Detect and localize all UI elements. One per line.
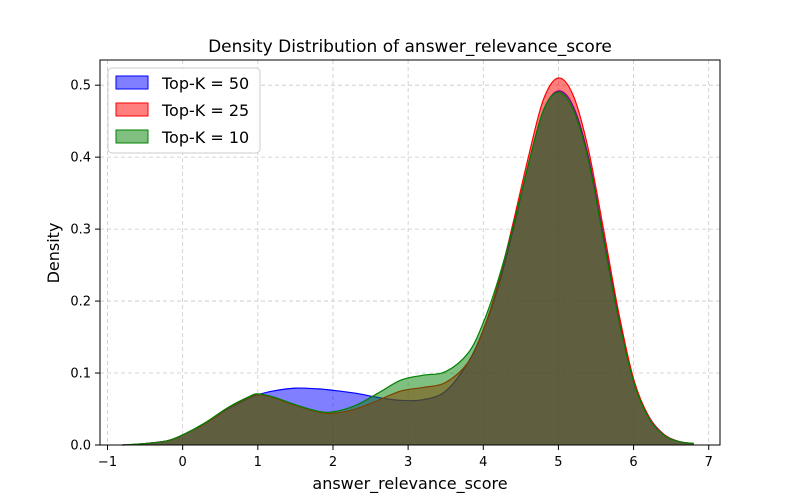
x-tick-label: −1: [98, 455, 117, 470]
plot-frame: [99, 59, 721, 446]
x-tick-label: 4: [479, 455, 487, 470]
x-tick-label: 3: [404, 455, 412, 470]
legend-swatch-2: [115, 102, 149, 117]
series-areas: [122, 77, 694, 446]
x-axis-title: answer_relevance_score: [312, 474, 507, 494]
x-axis: −1 0 1 2 3 4 5 6 7: [98, 445, 713, 470]
y-axis-title: Density: [44, 223, 63, 284]
y-tick-label: 0.3: [70, 223, 91, 238]
x-tick-label: 1: [254, 455, 262, 470]
legend-label-1: Top-K = 50: [161, 74, 249, 93]
y-axis: 0.0 0.1 0.2 0.3 0.4 0.5: [70, 79, 100, 454]
legend-swatch-1: [115, 75, 149, 90]
legend-label-3: Top-K = 10: [161, 128, 249, 147]
x-tick-label: 7: [705, 455, 713, 470]
x-tick-label: 5: [554, 455, 562, 470]
y-tick-label: 0.4: [70, 151, 91, 166]
x-tick-label: 2: [329, 455, 337, 470]
y-tick-label: 0.2: [70, 295, 91, 310]
chart-title: Density Distribution of answer_relevance…: [208, 37, 612, 57]
x-tick-label: 6: [629, 455, 637, 470]
y-tick-label: 0.0: [70, 439, 91, 454]
y-tick-label: 0.1: [70, 367, 91, 382]
series-line-3: [122, 91, 694, 446]
series-area-3: [122, 92, 694, 445]
legend-swatch-3: [115, 129, 149, 144]
y-tick-label: 0.5: [70, 79, 91, 94]
legend-label-2: Top-K = 25: [161, 101, 249, 120]
x-tick-label: 0: [179, 455, 187, 470]
legend: Top-K = 50 Top-K = 25 Top-K = 10: [107, 67, 261, 154]
